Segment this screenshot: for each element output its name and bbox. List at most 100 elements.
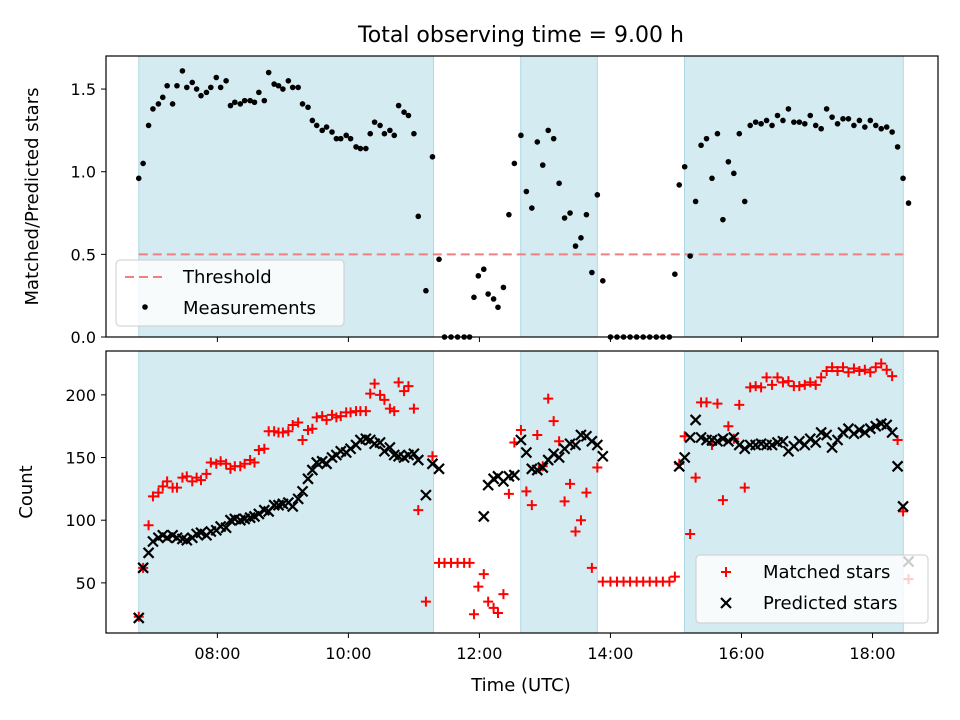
data-point	[793, 435, 806, 448]
data-point	[809, 436, 822, 449]
observing-window	[683, 55, 904, 338]
data-point	[508, 469, 521, 481]
data-point	[867, 117, 874, 124]
data-point	[820, 429, 833, 441]
data-point	[391, 132, 398, 139]
data-point	[891, 460, 904, 473]
data-point	[799, 379, 810, 390]
legend-label: Matched stars	[763, 562, 890, 583]
data-point	[193, 86, 200, 92]
data-point	[717, 495, 728, 506]
data-point	[399, 386, 410, 397]
data-point	[415, 213, 422, 220]
data-point	[483, 596, 494, 607]
data-point	[838, 362, 849, 373]
data-point	[738, 442, 751, 455]
data-point	[805, 377, 816, 388]
y-tick-label: 1.0	[71, 163, 96, 182]
observing-window	[138, 350, 435, 634]
data-point	[706, 440, 717, 450]
data-point	[309, 117, 316, 124]
data-point	[559, 496, 570, 507]
data-point	[305, 104, 311, 111]
data-point	[283, 426, 294, 437]
data-point	[389, 406, 400, 417]
data-point	[550, 135, 557, 142]
data-point	[287, 419, 298, 430]
data-point	[299, 101, 306, 107]
data-point	[689, 414, 702, 426]
observing-window	[520, 55, 598, 338]
data-point	[247, 97, 253, 104]
data-point	[261, 97, 268, 104]
data-point	[894, 144, 901, 150]
data-point	[143, 520, 154, 531]
data-point	[159, 94, 166, 101]
data-point	[578, 235, 584, 241]
data-point	[722, 435, 735, 448]
data-point	[295, 84, 301, 91]
data-point	[898, 506, 909, 517]
data-point	[468, 609, 479, 620]
data-point	[876, 358, 887, 369]
data-point	[265, 69, 272, 76]
data-point	[690, 472, 701, 483]
data-point	[520, 446, 533, 459]
data-point	[292, 493, 304, 505]
data-point	[436, 256, 442, 263]
data-point	[313, 122, 320, 129]
data-point	[859, 426, 871, 439]
data-point	[567, 210, 573, 216]
y-tick-label: 0.0	[71, 328, 96, 347]
data-point	[812, 122, 819, 129]
data-point	[408, 403, 419, 414]
data-point	[198, 92, 204, 99]
data-point	[714, 130, 721, 137]
data-point	[223, 77, 229, 84]
data-point	[249, 457, 260, 468]
data-point	[147, 535, 159, 548]
data-point	[829, 114, 835, 120]
x-tick-label: 14:00	[587, 644, 633, 663]
data-point	[232, 99, 238, 106]
data-point	[810, 379, 821, 390]
data-point	[515, 434, 527, 446]
data-point	[319, 127, 325, 134]
data-point	[137, 562, 149, 574]
data-point	[818, 125, 824, 132]
data-point	[848, 363, 859, 374]
axes-frame	[105, 350, 939, 634]
data-point	[581, 487, 592, 498]
data-point	[420, 489, 432, 501]
data-point	[837, 426, 849, 439]
data-point	[733, 439, 746, 451]
data-point	[393, 377, 404, 388]
data-point	[329, 129, 335, 135]
data-point	[411, 130, 417, 137]
data-point	[816, 372, 827, 383]
data-point	[685, 528, 696, 539]
data-point	[498, 589, 509, 600]
data-point	[854, 366, 865, 377]
data-point	[511, 160, 518, 167]
data-point	[363, 145, 369, 152]
data-point	[395, 102, 402, 109]
y-tick-label: 150	[65, 449, 96, 468]
data-point	[586, 562, 597, 573]
data-point	[371, 119, 378, 125]
data-point	[570, 526, 581, 537]
data-point	[500, 284, 507, 291]
data-point	[583, 211, 590, 218]
data-point	[807, 112, 814, 119]
data-point	[905, 200, 912, 206]
data-point	[592, 462, 603, 473]
data-point	[703, 135, 710, 142]
legend-label: Threshold	[182, 267, 272, 288]
data-point	[427, 451, 438, 462]
data-point	[157, 481, 168, 492]
x-tick-label: 08:00	[194, 644, 240, 663]
data-point	[769, 122, 775, 129]
data-point	[597, 450, 609, 463]
data-point	[569, 439, 582, 451]
data-point	[237, 101, 244, 107]
